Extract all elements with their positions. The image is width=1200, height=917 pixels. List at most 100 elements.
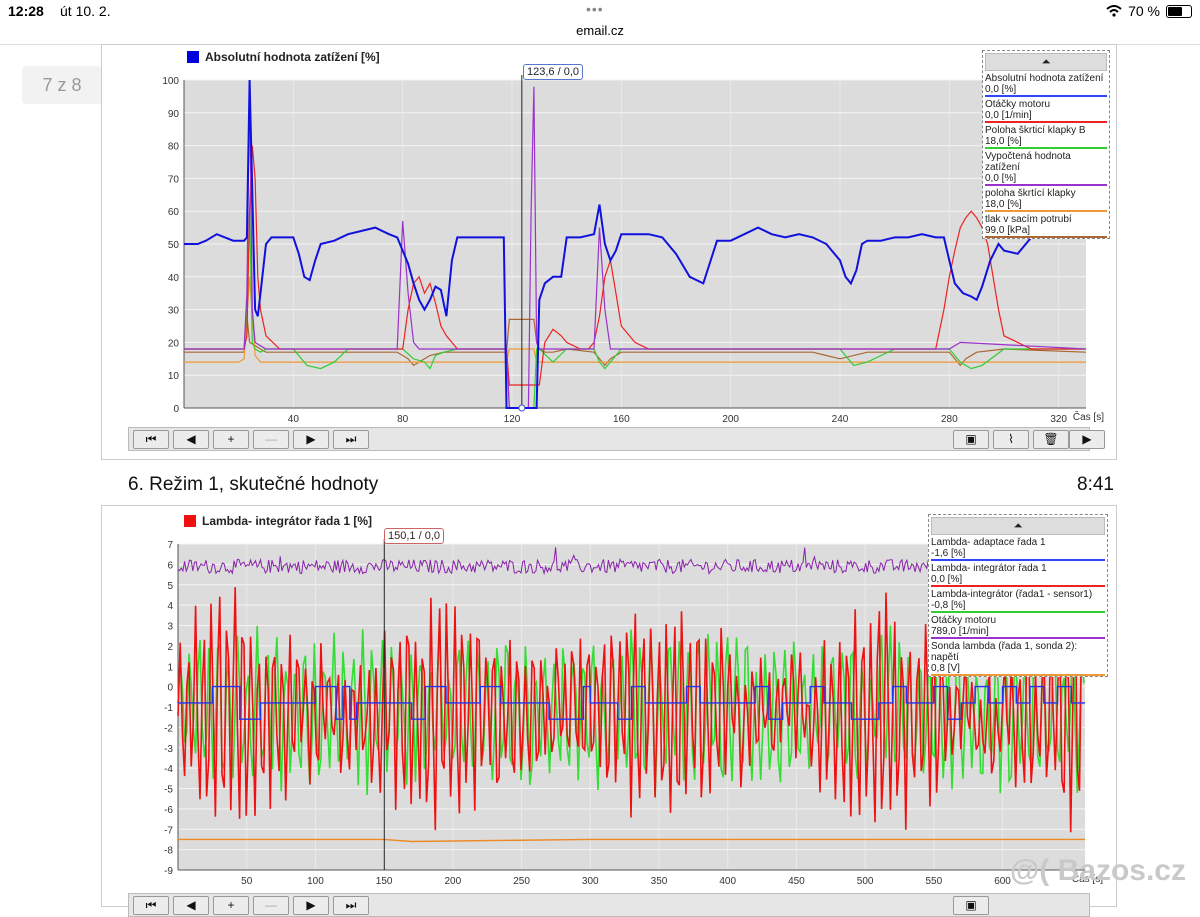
y-tick-label: 5 <box>167 581 173 592</box>
legend-series-value: 0,0 [%] <box>931 574 1105 587</box>
y-tick-label: 30 <box>168 306 180 317</box>
delete-icon[interactable]: 🗑 <box>1033 430 1069 449</box>
last-button-2[interactable]: ⏭ <box>333 896 369 915</box>
legend-series-name: tlak v sacím potrubí <box>985 214 1072 225</box>
last-button[interactable]: ⏭ <box>333 430 369 449</box>
y-tick-label: 2 <box>167 642 173 653</box>
legend-series-name: Lambda- adaptace řada 1 <box>931 537 1046 548</box>
chart2-title-text: Lambda- integrátor řada 1 [%] <box>202 514 373 528</box>
zoom-out-button-2[interactable]: — <box>253 896 289 915</box>
x-tick-label: 320 <box>1050 414 1067 425</box>
prev-button[interactable]: ◀ <box>173 430 209 449</box>
battery-percent: 70 % <box>1128 3 1160 19</box>
y-tick-label: 80 <box>168 142 180 153</box>
y-tick-label: 6 <box>167 560 173 571</box>
series-line-green <box>177 625 1085 796</box>
y-tick-label: -6 <box>164 805 173 816</box>
y-tick-label: -3 <box>164 744 173 755</box>
x-tick-label: 240 <box>832 414 849 425</box>
legend-series-value: 789,0 [1/min] <box>931 626 1105 639</box>
x-tick-label: 150 <box>376 876 393 887</box>
chart1-legend-item[interactable]: Poloha škrticí klapky B 18,0 [%] <box>983 125 1109 149</box>
chart1-legend-item[interactable]: Absolutní hodnota zatížení 0,0 [%] <box>983 73 1109 97</box>
chart1-toolbar: ⏮ ◀ + — ▶ ⏭ ▣ ⌇ 🗑 ▶ <box>128 427 1105 451</box>
url-text: email.cz <box>576 23 624 38</box>
legend2-collapse-button[interactable]: ⏶ <box>931 517 1105 535</box>
y-tick-label: 0 <box>173 404 179 415</box>
x-tick-label: 100 <box>307 876 324 887</box>
x-tick-label: 500 <box>857 876 874 887</box>
chart1-cursor-label[interactable]: 123,6 / 0,0 <box>523 64 583 80</box>
chart2-legend-item[interactable]: Lambda-integrátor (řada1 - sensor1) -0,8 … <box>929 589 1107 613</box>
chart1-legend: ⏶ Absolutní hodnota zatížení 0,0 [%] Otáčk… <box>982 50 1110 239</box>
url-bar[interactable]: email.cz <box>0 22 1200 45</box>
legend-series-name: Poloha škrticí klapky B <box>985 125 1086 136</box>
series-line-0 <box>184 79 1086 409</box>
first-button-2[interactable]: ⏮ <box>133 896 169 915</box>
y-tick-label: -2 <box>164 723 173 734</box>
y-tick-label: 40 <box>168 273 180 284</box>
zoom-in-button-2[interactable]: + <box>213 896 249 915</box>
play-button[interactable]: ▶ <box>1069 430 1105 449</box>
next-button-2[interactable]: ▶ <box>293 896 329 915</box>
legend-collapse-button[interactable]: ⏶ <box>985 53 1107 71</box>
chart1-title-text: Absolutní hodnota zatížení [%] <box>205 50 380 64</box>
y-tick-label: 60 <box>168 207 180 218</box>
x-axis-unit: Čas [s] <box>1072 872 1103 885</box>
y-tick-label: -9 <box>164 866 173 877</box>
section-caption: 6. Režim 1, skutečné hodnoty <box>128 474 379 495</box>
legend-series-value: 18,0 [%] <box>985 136 1107 149</box>
x-tick-label: 200 <box>722 414 739 425</box>
series-line-blue <box>178 685 1085 720</box>
legend-series-value: -0,8 [%] <box>931 600 1105 613</box>
chart1-legend-item[interactable]: poloha škrtící klapky 18,0 [%] <box>983 188 1109 212</box>
x-tick-label: 160 <box>613 414 630 425</box>
legend-series-name: Vypočtená hodnota zatížení <box>985 151 1071 173</box>
legend-series-name: Lambda- integrátor řada 1 <box>931 563 1047 574</box>
y-tick-label: 50 <box>168 240 180 251</box>
save-icon[interactable]: ▣ <box>953 430 989 449</box>
chart-settings-icon[interactable]: ⌇ <box>993 430 1029 449</box>
x-tick-label: 40 <box>288 414 300 425</box>
page-indicator: 7 z 8 <box>22 66 102 104</box>
next-button[interactable]: ▶ <box>293 430 329 449</box>
x-tick-label: 400 <box>719 876 736 887</box>
y-tick-label: -8 <box>164 846 173 857</box>
multitask-dots-icon[interactable]: ••• <box>586 1 604 17</box>
chart2-legend-item[interactable]: Otáčky motoru 789,0 [1/min] <box>929 615 1107 639</box>
status-bar: 12:28 út 10. 2. ••• 70 % <box>0 0 1200 22</box>
y-tick-label: 70 <box>168 174 180 185</box>
series-line-orange <box>178 838 1085 843</box>
first-button[interactable]: ⏮ <box>133 430 169 449</box>
prev-button-2[interactable]: ◀ <box>173 896 209 915</box>
y-tick-label: 0 <box>167 683 173 694</box>
zoom-out-button[interactable]: — <box>253 430 289 449</box>
chart2-legend-item[interactable]: Lambda- adaptace řada 1 -1,6 [%] <box>929 537 1107 561</box>
y-tick-label: -4 <box>164 764 173 775</box>
legend-series-name: poloha škrtící klapky <box>985 188 1076 199</box>
chart1-plot[interactable]: 0 10 20 30 40 50 60 70 80 90 100 40 80 120 160 200 240 28… <box>102 45 1116 430</box>
wifi-icon <box>1106 5 1122 17</box>
chart2-cursor-label[interactable]: 150,1 / 0,0 <box>384 528 444 544</box>
chart1-legend-item[interactable]: tlak v sacím potrubí 99,0 [kPa] <box>983 214 1109 238</box>
x-tick-label: 280 <box>941 414 958 425</box>
bazos-watermark: @( Bazos.cz <box>1010 854 1186 887</box>
chart1-legend-item[interactable]: Otáčky motoru 0,0 [1/min] <box>983 99 1109 123</box>
chart-panel-2: Lambda- integrátor řada 1 [%] 7 6 5 4 3 2 1 0 -1… <box>101 505 1117 917</box>
y-tick-label: 100 <box>162 76 179 87</box>
chart1-legend-item[interactable]: Vypočtená hodnota zatížení 0,0 [%] <box>983 151 1109 186</box>
status-time: 12:28 <box>8 3 44 19</box>
chart2-legend-item[interactable]: Sonda lambda (řada 1, sonda 2): napětí 0,… <box>929 641 1107 676</box>
save-icon-2[interactable]: ▣ <box>953 896 989 915</box>
y-tick-label: -7 <box>164 825 173 836</box>
x-tick-label: 80 <box>397 414 409 425</box>
legend-series-value: -1,6 [%] <box>931 548 1105 561</box>
legend-series-name: Otáčky motoru <box>931 615 997 626</box>
chart2-title: Lambda- integrátor řada 1 [%] <box>184 514 372 528</box>
chart2-legend-item[interactable]: Lambda- integrátor řada 1 0,0 [%] <box>929 563 1107 587</box>
cursor-handle <box>518 404 526 412</box>
x-tick-label: 250 <box>513 876 530 887</box>
legend-series-value: 0,8 [V] <box>931 663 1105 676</box>
chart2-toolbar: ⏮ ◀ + — ▶ ⏭ ▣ <box>128 893 1090 917</box>
zoom-in-button[interactable]: + <box>213 430 249 449</box>
